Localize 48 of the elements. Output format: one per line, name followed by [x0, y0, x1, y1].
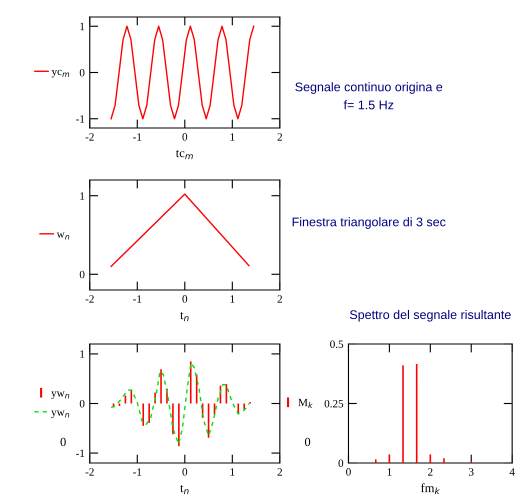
x-tick-label: 0	[182, 133, 188, 141]
text: Finestra triangolare di 3 sec	[292, 217, 446, 229]
line-series	[110, 26, 254, 120]
x-tick-label: -1	[133, 295, 142, 303]
y-tick-label: 1	[80, 22, 84, 30]
x-tick-label: 1	[230, 133, 234, 141]
x-tick-label: 3	[468, 468, 474, 476]
x-axis-title: t$_{n}$	[180, 312, 189, 322]
x-tick-label: -2	[86, 133, 94, 141]
x-axis-title: tc$_{m}$	[176, 150, 193, 160]
line-series	[110, 362, 250, 445]
text: f= 1.5 Hz	[344, 100, 394, 110]
y-tick-label: 0.5	[330, 340, 344, 348]
x-tick-label: 4	[510, 468, 515, 476]
x-tick-label: 0	[346, 468, 351, 476]
x-axis-title: fm$_{k}$	[420, 483, 440, 494]
y-tick-label: -1	[76, 450, 84, 457]
y-tick-label: 0	[80, 400, 84, 408]
x-tick-label: 1	[230, 468, 234, 476]
x-tick-label: -2	[86, 468, 94, 476]
y-tick-label: -1	[76, 115, 84, 123]
legend-label: yw$_{n}$	[51, 392, 70, 399]
x-tick-label: 1	[388, 468, 392, 476]
legend-label: M$_{k}$	[298, 398, 313, 408]
x-tick-label: -2	[86, 295, 94, 303]
x-tick-label: 2	[278, 133, 282, 141]
y-tick-label: 0	[80, 68, 84, 76]
y-axis-title: 0	[60, 438, 66, 446]
x-tick-label: 1	[230, 295, 234, 303]
x-tick-label: 0	[182, 468, 188, 476]
legend-label: w$_{n}$	[56, 232, 70, 240]
y-tick-label: 0	[80, 270, 84, 278]
y-axis-title: 0	[304, 438, 310, 446]
x-tick-label: -1	[133, 133, 142, 141]
x-axis-title: t$_{n}$	[180, 485, 189, 494]
y-tick-label: 0	[338, 459, 344, 467]
chart-title: Spettro del segnale risultante	[350, 310, 511, 322]
y-tick-label: 1	[80, 350, 84, 358]
text: Segnale continuo origina e	[295, 82, 442, 94]
x-tick-label: -1	[133, 468, 142, 476]
x-tick-label: 0	[182, 295, 188, 303]
y-tick-label: 1	[80, 192, 84, 200]
legend-label: yc$_{m}$	[52, 70, 70, 78]
x-tick-label: 2	[278, 468, 282, 476]
y-tick-label: 0.25	[324, 400, 344, 408]
x-tick-label: 2	[278, 295, 282, 303]
x-tick-label: 2	[428, 468, 432, 476]
legend-label: yw$_{n}$	[51, 410, 70, 418]
